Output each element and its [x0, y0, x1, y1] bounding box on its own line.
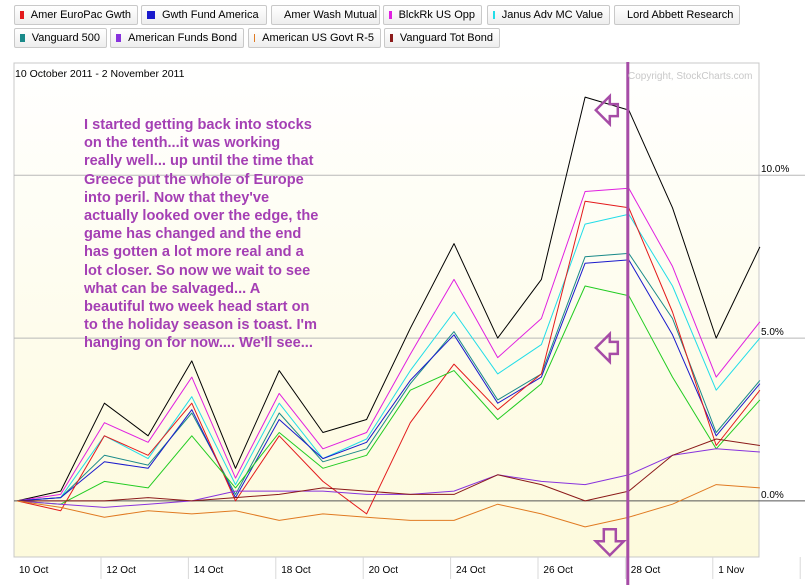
y-tick-label: 10.0%: [761, 164, 789, 175]
series-line-american-funds-bond: [16, 448, 760, 508]
legend-label: Amer Wash Mutual: [284, 9, 378, 21]
annotation-arrow-left: [594, 93, 620, 128]
series-line-lord-abbett-research: [16, 96, 761, 502]
legend: Amer EuroPac Gwth Gwth Fund America Amer W…: [0, 0, 805, 62]
series-line-amer-wash-mutual: [16, 285, 761, 505]
legend-label: Lord Abbett Research: [627, 9, 734, 21]
x-tick-label: 24 Oct: [456, 565, 486, 576]
series-line-gwth-fund-america: [16, 259, 761, 502]
y-tick-label: 5.0%: [761, 327, 784, 338]
series-lines: [16, 96, 761, 528]
legend-swatch: [389, 11, 392, 19]
series-line-blckrk-us-opp: [16, 187, 761, 502]
x-axis: 10 Oct 12 Oct 14 Oct 18 Oct 20 Oct 24 Oct 26 O…: [14, 556, 801, 579]
legend-label: Gwth Fund America: [162, 9, 259, 21]
legend-swatch: [390, 34, 393, 42]
legend-label: Vanguard 500: [31, 32, 100, 44]
legend-swatch: [20, 11, 24, 19]
legend-label: Amer EuroPac Gwth: [30, 9, 131, 21]
legend-swatch: [493, 11, 495, 19]
x-tick-label: 26 Oct: [543, 565, 573, 576]
series-line-american-us-govt-r-5: [16, 484, 760, 528]
legend-item-janus-adv-mc-value[interactable]: Janus Adv MC Value: [487, 5, 610, 25]
grid: [14, 174, 805, 502]
x-tick-label: 18 Oct: [281, 565, 311, 576]
legend-item-gwth-fund-america[interactable]: Gwth Fund America: [141, 5, 267, 25]
legend-item-vanguard-500[interactable]: Vanguard 500: [14, 28, 107, 48]
legend-swatch: [254, 34, 256, 42]
x-tick-label: 1 Nov: [718, 565, 744, 576]
legend-item-amer-europac-gwth[interactable]: Amer EuroPac Gwth: [14, 5, 138, 25]
legend-item-lord-abbett-research[interactable]: Lord Abbett Research: [614, 5, 740, 25]
legend-label: American Funds Bond: [128, 32, 237, 44]
y-tick-label: 0.0%: [761, 490, 784, 501]
legend-swatch: [147, 11, 155, 19]
legend-label: Janus Adv MC Value: [501, 9, 603, 21]
legend-item-american-us-govt-r-5[interactable]: American US Govt R-5: [248, 28, 381, 48]
date-range-label: 10 October 2011 - 2 November 2011: [15, 68, 185, 80]
legend-item-blckrk-us-opp[interactable]: BlckRk US Opp: [383, 5, 482, 25]
legend-swatch: [20, 34, 25, 42]
x-tick-label: 28 Oct: [631, 565, 661, 576]
annotation-arrow-down: [592, 527, 627, 557]
x-tick-label: 12 Oct: [106, 565, 136, 576]
y-axis: 0.0% 5.0% 10.0%: [761, 164, 789, 501]
plot-area: [13, 62, 760, 558]
legend-label: BlckRk US Opp: [398, 9, 475, 21]
series-line-vanguard-500: [16, 252, 761, 502]
legend-item-american-funds-bond[interactable]: American Funds Bond: [110, 28, 244, 48]
annotation-overlay: [592, 62, 630, 585]
x-tick-label: 10 Oct: [19, 565, 49, 576]
legend-item-amer-wash-mutual[interactable]: Amer Wash Mutual: [271, 5, 380, 25]
legend-swatch: [116, 34, 122, 42]
series-line-vanguard-tot-bond: [17, 438, 760, 502]
copyright-label: Copyright, StockCharts.com: [628, 71, 753, 82]
annotation-text: I started getting back into stocks on th…: [84, 117, 319, 352]
series-line-amer-europac-gwth: [16, 200, 761, 515]
annotation-arrow-left: [594, 330, 620, 365]
x-tick-label: 14 Oct: [194, 565, 224, 576]
legend-label: American US Govt R-5: [262, 32, 374, 44]
legend-label: Vanguard Tot Bond: [399, 32, 493, 44]
chart: 10 Oct 12 Oct 14 Oct 18 Oct 20 Oct 24 Oct 26 O…: [13, 62, 805, 585]
x-tick-label: 20 Oct: [369, 565, 399, 576]
legend-item-vanguard-tot-bond[interactable]: Vanguard Tot Bond: [384, 28, 500, 48]
